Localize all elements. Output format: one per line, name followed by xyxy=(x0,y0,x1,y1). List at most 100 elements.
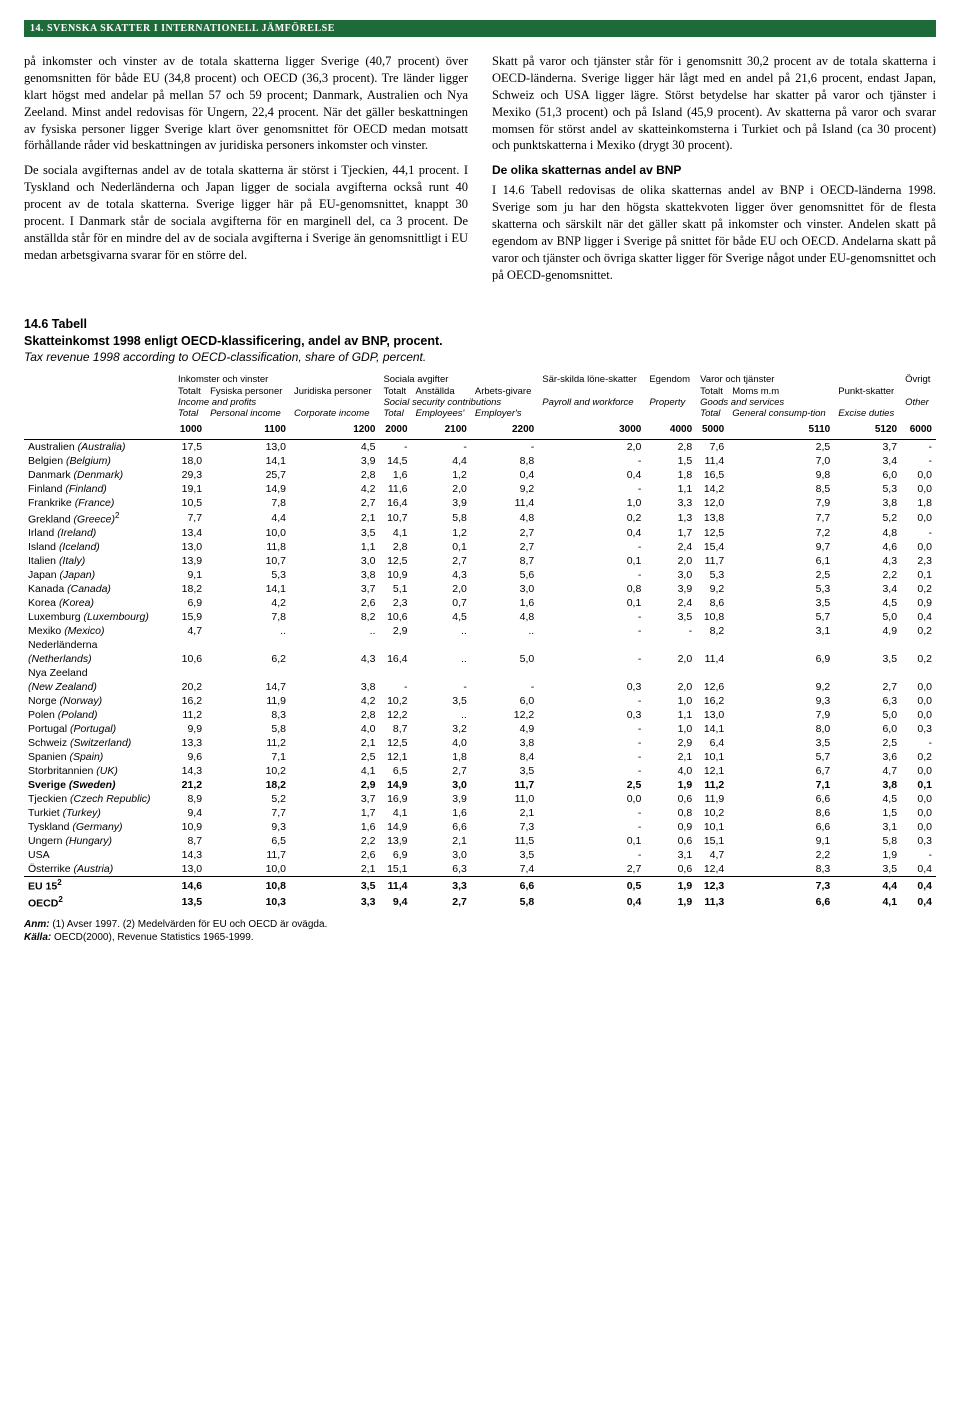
data-cell: 6,7 xyxy=(728,764,834,778)
data-cell: .. xyxy=(412,708,471,722)
data-cell: 9,1 xyxy=(174,568,206,582)
data-cell: 16,2 xyxy=(174,694,206,708)
data-cell: 3,2 xyxy=(412,722,471,736)
table-row: Irland (Ireland)13,410,03,54,11,22,70,41… xyxy=(24,526,936,540)
data-cell: - xyxy=(538,610,645,624)
data-cell: 10,8 xyxy=(696,610,728,624)
country-cell: OECD2 xyxy=(24,894,174,911)
data-cell: - xyxy=(538,750,645,764)
data-cell: 4,7 xyxy=(834,764,901,778)
data-cell: 11,4 xyxy=(696,454,728,468)
data-cell: 12,1 xyxy=(379,750,411,764)
col-group: Sociala avgifter xyxy=(379,374,538,385)
data-cell: 3,9 xyxy=(645,582,696,596)
data-cell: 2,1 xyxy=(412,834,471,848)
table-row: Luxemburg (Luxembourg)15,97,88,210,64,54… xyxy=(24,610,936,624)
table-row: Österrike (Austria)13,010,02,115,16,37,4… xyxy=(24,862,936,877)
country-cell: Island (Iceland) xyxy=(24,540,174,554)
table-row: Japan (Japan)9,15,33,810,94,35,6-3,05,32… xyxy=(24,568,936,582)
section-title: 14. SVENSKA SKATTER I INTERNATIONELL JÄM… xyxy=(30,23,335,34)
data-table: Inkomster och vinster Sociala avgifter S… xyxy=(24,374,936,910)
data-cell: 5,3 xyxy=(834,482,901,496)
data-cell: 0,1 xyxy=(412,540,471,554)
data-cell: 1,6 xyxy=(290,820,379,834)
data-cell: - xyxy=(471,439,538,454)
data-cell: - xyxy=(412,439,471,454)
col-head: Övrigt xyxy=(901,374,936,385)
data-cell: 0,8 xyxy=(538,582,645,596)
country-cell: Storbritannien (UK) xyxy=(24,764,174,778)
data-cell: 2,5 xyxy=(290,750,379,764)
data-cell: - xyxy=(538,624,645,638)
data-cell: 0,0 xyxy=(901,820,936,834)
data-cell: 14,3 xyxy=(174,848,206,862)
data-cell: 6,3 xyxy=(412,862,471,877)
data-cell: 2,8 xyxy=(379,540,411,554)
data-cell: 0,2 xyxy=(901,652,936,666)
data-cell: 13,0 xyxy=(174,540,206,554)
body-paragraph: De sociala avgifternas andel av de total… xyxy=(24,162,468,263)
data-cell: 0,2 xyxy=(901,750,936,764)
data-cell: 4,4 xyxy=(206,510,290,527)
country-cell: Nederländerna xyxy=(24,638,174,652)
col-head-en: Personal income xyxy=(206,408,290,419)
data-cell: 8,2 xyxy=(290,610,379,624)
table-title-sv: Skatteinkomst 1998 enligt OECD-klassific… xyxy=(24,333,936,349)
footnote-label: Anm: xyxy=(24,919,50,930)
data-cell: 0,4 xyxy=(538,526,645,540)
data-cell: 7,1 xyxy=(206,750,290,764)
data-cell: 1,6 xyxy=(471,596,538,610)
country-cell: Belgien (Belgium) xyxy=(24,454,174,468)
data-cell: 14,7 xyxy=(206,680,290,694)
table-row: Portugal (Portugal)9,95,84,08,73,24,9-1,… xyxy=(24,722,936,736)
data-cell: 8,7 xyxy=(174,834,206,848)
data-cell: 3,3 xyxy=(645,496,696,510)
data-cell: 4,5 xyxy=(834,596,901,610)
data-cell: 2,7 xyxy=(471,540,538,554)
table-row: Polen (Poland)11,28,32,812,2..12,20,31,1… xyxy=(24,708,936,722)
data-cell: 6,0 xyxy=(471,694,538,708)
country-cell: Turkiet (Turkey) xyxy=(24,806,174,820)
data-cell: 0,3 xyxy=(538,680,645,694)
data-cell: 10,0 xyxy=(206,862,290,877)
country-cell: Tjeckien (Czech Republic) xyxy=(24,792,174,806)
data-cell: 4,1 xyxy=(379,806,411,820)
data-cell: 2,4 xyxy=(645,540,696,554)
data-cell: 12,0 xyxy=(696,496,728,510)
data-cell: 8,9 xyxy=(174,792,206,806)
data-cell: 3,5 xyxy=(471,764,538,778)
data-cell: 7,6 xyxy=(696,439,728,454)
col-head-en: Excise duties xyxy=(834,408,901,419)
col-head: Anställda xyxy=(412,386,471,397)
table-row: Turkiet (Turkey)9,47,71,74,11,62,1-0,810… xyxy=(24,806,936,820)
col-head-en: Employees' xyxy=(412,408,471,419)
data-cell: 9,2 xyxy=(728,680,834,694)
data-cell: 0,9 xyxy=(645,820,696,834)
data-cell: 9,1 xyxy=(728,834,834,848)
data-cell: 4,9 xyxy=(834,624,901,638)
data-cell: 7,1 xyxy=(728,778,834,792)
data-cell: 9,3 xyxy=(206,820,290,834)
data-cell: 11,0 xyxy=(471,792,538,806)
data-cell: 11,4 xyxy=(696,652,728,666)
data-cell: 15,1 xyxy=(696,834,728,848)
country-cell: Grekland (Greece)2 xyxy=(24,510,174,527)
data-cell: 0,9 xyxy=(901,596,936,610)
data-cell: 4,1 xyxy=(290,764,379,778)
col-head: Fysiska personer xyxy=(206,386,290,397)
data-cell: 9,7 xyxy=(728,540,834,554)
data-cell: 13,9 xyxy=(379,834,411,848)
data-cell: 4,4 xyxy=(412,454,471,468)
data-cell: 2,1 xyxy=(290,862,379,877)
data-cell: 5,0 xyxy=(834,708,901,722)
data-cell: 5,8 xyxy=(834,834,901,848)
data-cell: 12,5 xyxy=(379,554,411,568)
data-cell: 10,0 xyxy=(206,526,290,540)
data-cell: 9,2 xyxy=(696,582,728,596)
data-cell: 14,3 xyxy=(174,764,206,778)
data-cell: - xyxy=(645,624,696,638)
data-cell: 3,8 xyxy=(834,496,901,510)
country-cell: Danmark (Denmark) xyxy=(24,468,174,482)
data-cell: 8,0 xyxy=(728,722,834,736)
col-head: Moms m.m xyxy=(728,386,834,397)
